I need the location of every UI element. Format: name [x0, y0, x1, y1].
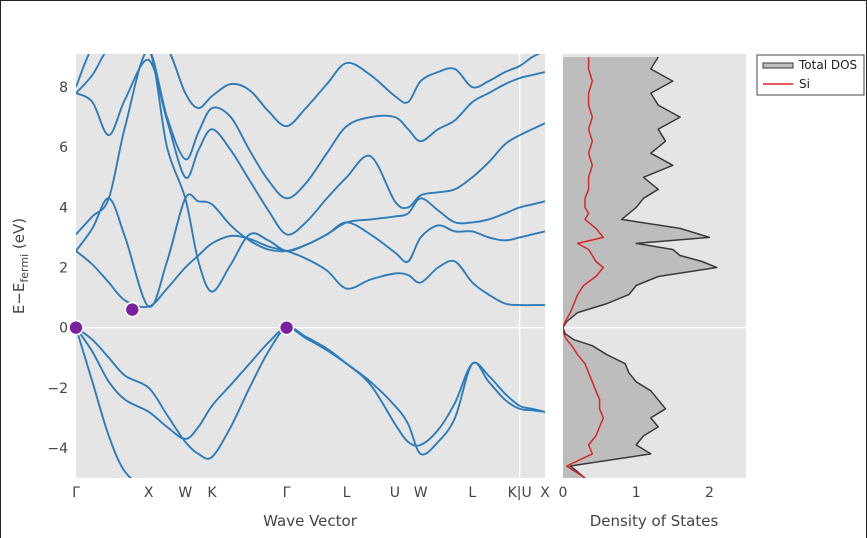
legend-box [756, 54, 865, 96]
y-tick-label: −4 [47, 441, 68, 457]
y-axis-title-subscript: fermi [18, 254, 31, 283]
band-edge-marker-1 [68, 319, 84, 336]
band-line-3 [76, 326, 545, 460]
dos-tick-label: 2 [705, 485, 714, 501]
band-edge-marker-2 [124, 301, 141, 318]
band-line-4 [76, 234, 545, 309]
kpoint-tick-label: X [540, 485, 550, 501]
y-tick-label: 0 [59, 321, 68, 337]
x-axis-title-bands: Wave Vector [263, 512, 358, 530]
gridlines [76, 54, 746, 478]
dos-tick-labels: 0 1 2 [559, 485, 714, 501]
dos-tick-label: 1 [632, 485, 641, 501]
y-tick-label: 6 [59, 140, 68, 156]
y-axis-title: E−Efermi (eV) [10, 218, 31, 314]
kpoint-tick-label: Γ [283, 485, 291, 501]
y-tick-label: −2 [47, 381, 68, 397]
band-edge-markers [68, 301, 295, 336]
x-axis-title-dos: Density of States [590, 512, 719, 530]
legend-label-si: Si [799, 77, 810, 91]
kpoint-tick-label: Γ [72, 485, 80, 501]
kpoint-tick-labels: Γ X W K Γ L U W L K|U X [72, 485, 550, 501]
band-line-9 [76, 54, 541, 128]
band-line-2 [76, 326, 545, 456]
legend: Total DOS Si [756, 54, 865, 96]
kpoint-tick-label: K [207, 485, 217, 501]
dos-curves [563, 56, 718, 478]
si-dos-line [563, 57, 605, 478]
band-line-8 [76, 54, 545, 200]
dos-tick-label: 0 [559, 485, 568, 501]
kpoint-tick-label: U [390, 485, 400, 501]
legend-swatch-total-dos [762, 62, 794, 69]
legend-label-total-dos: Total DOS [798, 58, 857, 72]
kpoint-tick-label: K|U [508, 485, 532, 501]
y-tick-label: 8 [59, 80, 68, 96]
total-dos-fill [563, 57, 717, 478]
y-tick-label: 2 [59, 261, 68, 277]
band-plot-area [76, 54, 545, 478]
y-tick-labels: −4 −2 0 2 4 6 8 [47, 80, 68, 457]
kpoint-tick-label: L [343, 485, 351, 501]
kpoint-tick-label: X [144, 485, 154, 501]
kpoint-tick-label: L [468, 485, 476, 501]
total-dos-line [563, 56, 718, 478]
band-lines [76, 54, 545, 478]
y-tick-label: 4 [59, 200, 68, 216]
band-edge-marker-3 [278, 319, 295, 336]
kpoint-tick-label: W [178, 485, 192, 501]
kpoint-tick-label: W [414, 485, 428, 501]
